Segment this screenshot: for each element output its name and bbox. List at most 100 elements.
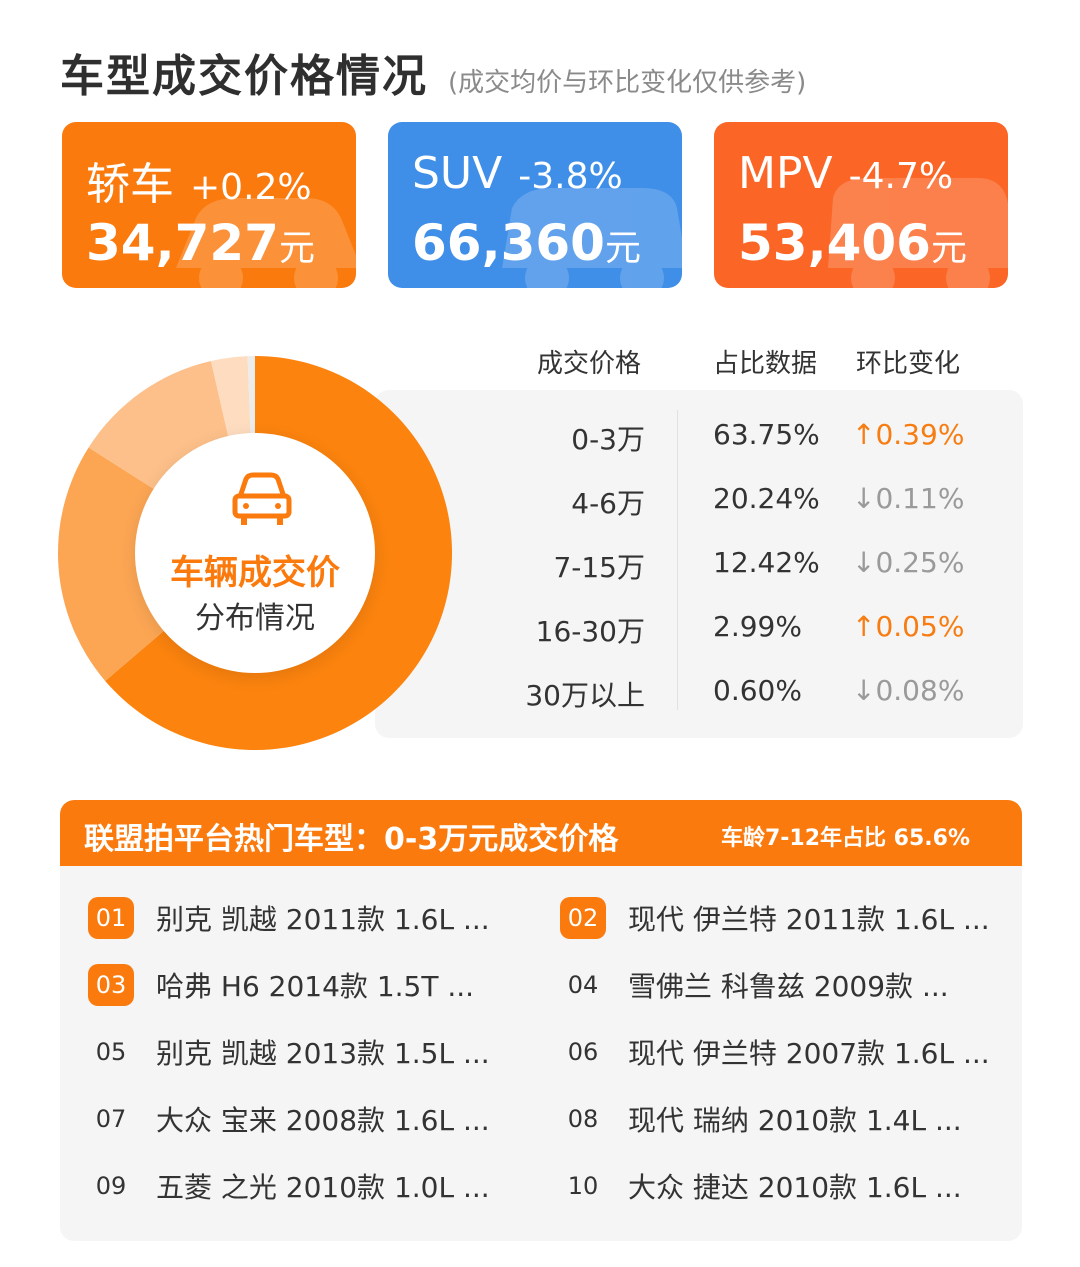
card-price: 53,406 bbox=[738, 214, 931, 272]
car-icon bbox=[232, 472, 292, 525]
share-value: 63.75% bbox=[713, 418, 820, 451]
card-name: 轿车 bbox=[86, 159, 174, 210]
arrow-up-icon: ↑ bbox=[852, 610, 876, 643]
hot-models-header: 联盟拍平台热门车型：0-3万元成交价格 车龄7-12年占比 65.6% bbox=[60, 800, 1022, 866]
rank-badge: 09 bbox=[95, 1172, 127, 1200]
price-range-label: 4-6万 bbox=[571, 487, 645, 520]
hot-model-item[interactable]: 10 大众 捷达 2010款 1.6L ... bbox=[560, 1164, 962, 1208]
page-subtitle: (成交均价与环比变化仅供参考) bbox=[448, 68, 807, 98]
change-text: 0.25% bbox=[875, 546, 965, 579]
hot-model-item[interactable]: 01 别克 凯越 2011款 1.6L ... bbox=[88, 896, 490, 940]
table-divider bbox=[677, 410, 678, 710]
car-silhouette-icon bbox=[502, 188, 682, 288]
hot-models-panel: 联盟拍平台热门车型：0-3万元成交价格 车龄7-12年占比 65.6% 01 别克… bbox=[60, 800, 1022, 1241]
share-value: 20.24% bbox=[713, 482, 820, 515]
share-value: 0.60% bbox=[713, 674, 802, 707]
donut-slice-3 bbox=[88, 360, 229, 490]
hot-model-item[interactable]: 09 五菱 之光 2010款 1.0L ... bbox=[88, 1164, 490, 1208]
card-unit: 元 bbox=[930, 228, 967, 269]
card-name: MPV bbox=[738, 148, 833, 199]
change-value: ↓0.11% bbox=[852, 482, 964, 515]
hot-model-item[interactable]: 05 别克 凯越 2013款 1.5L ... bbox=[88, 1030, 490, 1074]
hot-model-item[interactable]: 06 现代 伊兰特 2007款 1.6L ... bbox=[560, 1030, 990, 1074]
donut-chart: 车辆成交价 分布情况 bbox=[55, 353, 455, 753]
table-row: 4-6万 20.24% ↓0.11% bbox=[0, 482, 1080, 522]
card-suv: SUV -3.8% 66,360元 bbox=[388, 122, 682, 288]
card-change: -4.7% bbox=[848, 156, 954, 197]
card-name: SUV bbox=[412, 148, 503, 199]
donut-slice-4 bbox=[210, 356, 251, 438]
hot-model-name: 大众 宝来 2008款 1.6L ... bbox=[156, 1104, 490, 1137]
donut-center-subtitle: 分布情况 bbox=[195, 601, 315, 636]
hot-model-name: 五菱 之光 2010款 1.0L ... bbox=[156, 1171, 490, 1204]
table-row: 7-15万 12.42% ↓0.25% bbox=[0, 546, 1080, 586]
table-row: 16-30万 2.99% ↑0.05% bbox=[0, 610, 1080, 650]
card-change: +0.2% bbox=[190, 167, 312, 208]
arrow-down-icon: ↓ bbox=[852, 546, 876, 579]
arrow-down-icon: ↓ bbox=[852, 674, 876, 707]
header-price-range: 成交价格 bbox=[537, 349, 642, 379]
price-range-label: 7-15万 bbox=[553, 551, 645, 584]
car-silhouette-icon bbox=[176, 198, 356, 288]
share-value: 12.42% bbox=[713, 546, 820, 579]
share-value: 2.99% bbox=[713, 610, 802, 643]
card-unit: 元 bbox=[604, 228, 641, 269]
rank-badge: 10 bbox=[567, 1172, 599, 1200]
hot-model-item[interactable]: 08 现代 瑞纳 2010款 1.4L ... bbox=[560, 1097, 962, 1141]
change-text: 0.39% bbox=[875, 418, 965, 451]
change-text: 0.05% bbox=[875, 610, 965, 643]
hot-model-name: 现代 瑞纳 2010款 1.4L ... bbox=[628, 1104, 962, 1137]
hot-model-item[interactable]: 02 现代 伊兰特 2011款 1.6L ... bbox=[560, 896, 990, 940]
rank-badge: 04 bbox=[567, 971, 599, 999]
donut-center-title: 车辆成交价 bbox=[170, 553, 340, 593]
rank-badge: 05 bbox=[95, 1038, 127, 1066]
hot-model-name: 别克 凯越 2013款 1.5L ... bbox=[156, 1037, 490, 1070]
hot-model-item[interactable]: 03 哈弗 H6 2014款 1.5T ... bbox=[88, 963, 474, 1007]
card-unit: 元 bbox=[278, 228, 315, 269]
rank-badge: 07 bbox=[95, 1105, 127, 1133]
hot-model-name: 雪佛兰 科鲁兹 2009款 ... bbox=[628, 970, 949, 1003]
card-sedan: 轿车 +0.2% 34,727元 bbox=[62, 122, 356, 288]
arrow-down-icon: ↓ bbox=[852, 482, 876, 515]
rank-badge: 03 bbox=[88, 964, 134, 1006]
change-value: ↑0.05% bbox=[852, 610, 964, 643]
change-text: 0.11% bbox=[875, 482, 965, 515]
price-cards: 轿车 +0.2% 34,727元 SUV -3.8% 66,360元 MPV -… bbox=[62, 122, 1008, 288]
car-silhouette-icon bbox=[828, 178, 1008, 288]
hot-model-name: 现代 伊兰特 2007款 1.6L ... bbox=[628, 1037, 990, 1070]
donut-svg bbox=[58, 356, 453, 750]
card-price: 66,360 bbox=[412, 214, 605, 272]
hot-model-item[interactable]: 07 大众 宝来 2008款 1.6L ... bbox=[88, 1097, 490, 1141]
change-value: ↓0.08% bbox=[852, 674, 964, 707]
price-range-label: 30万以上 bbox=[525, 679, 645, 712]
donut-slice-2 bbox=[58, 447, 166, 681]
card-mpv: MPV -4.7% 53,406元 bbox=[714, 122, 1008, 288]
donut-center: 车辆成交价 分布情况 bbox=[135, 433, 375, 673]
header-share: 占比数据 bbox=[713, 349, 818, 379]
donut-slice-1 bbox=[105, 356, 453, 750]
change-value: ↑0.39% bbox=[852, 418, 964, 451]
price-range-label: 16-30万 bbox=[535, 615, 645, 648]
rank-badge: 06 bbox=[567, 1038, 599, 1066]
arrow-up-icon: ↑ bbox=[852, 418, 876, 451]
table-row: 0-3万 63.75% ↑0.39% bbox=[0, 418, 1080, 458]
hot-models-title: 联盟拍平台热门车型：0-3万元成交价格 bbox=[84, 822, 619, 857]
change-value: ↓0.25% bbox=[852, 546, 964, 579]
rank-badge: 08 bbox=[567, 1105, 599, 1133]
page-title: 车型成交价格情况 bbox=[60, 51, 428, 102]
rank-badge: 01 bbox=[88, 897, 134, 939]
hot-model-name: 哈弗 H6 2014款 1.5T ... bbox=[156, 970, 475, 1003]
header-change: 环比变化 bbox=[856, 349, 961, 379]
rank-badge: 02 bbox=[560, 897, 606, 939]
hot-model-name: 别克 凯越 2011款 1.6L ... bbox=[156, 903, 490, 936]
hot-model-item[interactable]: 04 雪佛兰 科鲁兹 2009款 ... bbox=[560, 963, 949, 1007]
table-row: 30万以上 0.60% ↓0.08% bbox=[0, 674, 1080, 714]
card-price: 34,727 bbox=[86, 214, 279, 272]
price-range-label: 0-3万 bbox=[571, 423, 645, 456]
title-row: 车型成交价格情况 (成交均价与环比变化仅供参考) bbox=[60, 40, 806, 104]
hot-models-note: 车龄7-12年占比 65.6% bbox=[720, 826, 970, 851]
donut-slice-5 bbox=[247, 356, 255, 436]
card-change: -3.8% bbox=[518, 156, 623, 197]
hot-model-name: 现代 伊兰特 2011款 1.6L ... bbox=[628, 903, 990, 936]
table-panel bbox=[375, 390, 1023, 738]
